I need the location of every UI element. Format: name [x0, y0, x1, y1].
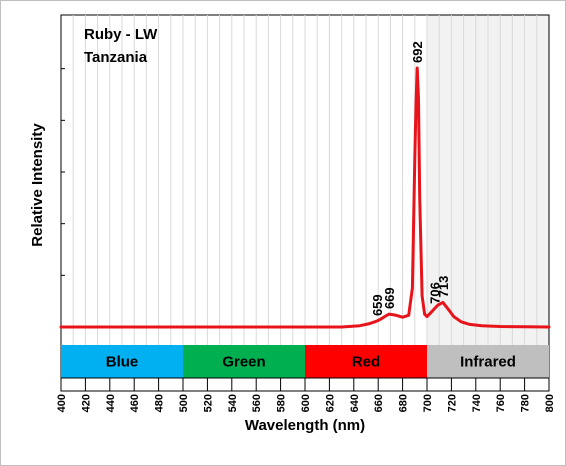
x-tick-label: 700 — [422, 394, 434, 412]
band-red — [305, 345, 427, 378]
x-tick-label: 580 — [276, 394, 288, 412]
peak-label-669: 669 — [382, 287, 397, 309]
band-blue — [61, 345, 183, 378]
x-tick-label: 640 — [349, 394, 361, 412]
x-tick-label: 400 — [56, 394, 68, 412]
y-axis-title: Relative Intensity — [29, 123, 46, 247]
x-tick-label: 660 — [373, 394, 385, 412]
x-tick-label: 740 — [471, 394, 483, 412]
x-tick-label: 480 — [154, 394, 166, 412]
peak-label-692: 692 — [410, 41, 425, 63]
x-tick-label: 800 — [544, 394, 556, 412]
chart-subtitle: Tanzania — [84, 49, 148, 66]
peak-label-706: 706 — [427, 282, 442, 304]
band-label-blue: Blue — [106, 354, 139, 371]
x-tick-label: 560 — [251, 394, 263, 412]
x-tick-label: 540 — [227, 394, 239, 412]
x-tick-label: 440 — [105, 394, 117, 412]
x-tick-label: 520 — [202, 394, 214, 412]
band-green — [183, 345, 305, 378]
x-tick-label: 720 — [446, 394, 458, 412]
x-tick-label: 600 — [300, 394, 312, 412]
x-tick-label: 420 — [80, 394, 92, 412]
x-tick-label: 500 — [178, 394, 190, 412]
band-label-infrared: Infrared — [460, 354, 516, 371]
band-label-green: Green — [222, 354, 265, 371]
x-tick-label: 760 — [495, 394, 507, 412]
vertical-gridlines — [72, 15, 538, 345]
chart-title: Ruby - LW — [84, 26, 158, 43]
x-tick-label: 680 — [398, 394, 410, 412]
x-axis-title: Wavelength (nm) — [245, 417, 365, 434]
x-tick-label: 620 — [324, 394, 336, 412]
series-line-0 — [59, 66, 551, 329]
color-band-bar: Blue Green Red Infrared — [61, 345, 549, 379]
peak-label-713: 713 — [436, 276, 451, 298]
x-axis-ticks: 400 420 440 460 480 500 520 540 560 580 600 620 640 6… — [56, 378, 556, 412]
peak-label-659: 659 — [370, 294, 385, 316]
x-tick-label: 780 — [520, 394, 532, 412]
x-tick-label: 460 — [129, 394, 141, 412]
series-layer — [59, 66, 551, 329]
band-infrared — [427, 345, 549, 378]
band-label-red: Red — [352, 354, 380, 371]
